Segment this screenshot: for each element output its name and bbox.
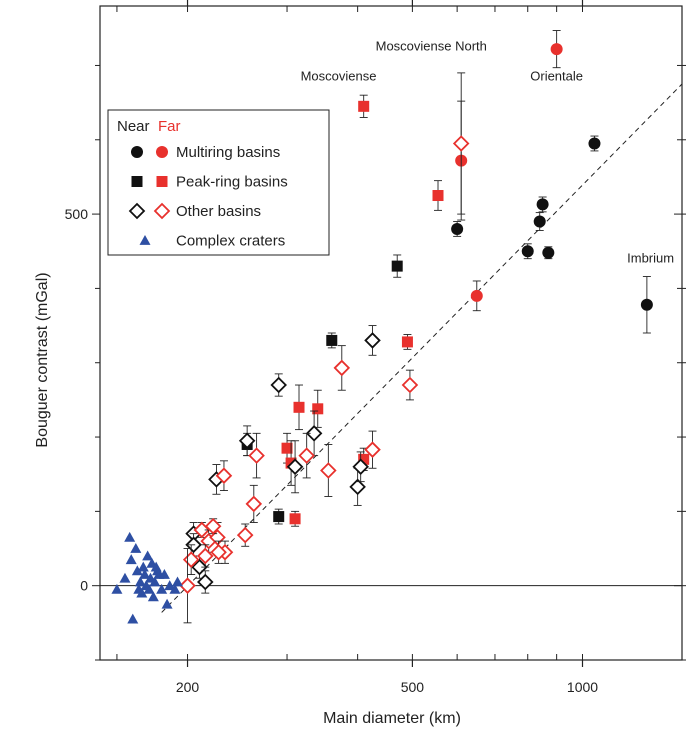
point-peak-ring-far	[432, 190, 444, 202]
x-tick-label: 1000	[567, 679, 598, 695]
point-other-far	[179, 577, 196, 594]
point-other-near	[364, 332, 381, 349]
legend-header-near: Near	[117, 118, 150, 135]
point-other-near	[349, 478, 366, 496]
legend-marker-crater	[139, 235, 151, 245]
point-other-far	[248, 447, 265, 464]
point-other-far	[333, 359, 351, 377]
point-peak-ring-far	[358, 453, 370, 465]
point-peak-ring-near	[273, 511, 285, 523]
legend-entry-label: Multiring basins	[176, 144, 280, 161]
y-tick-label: 0	[80, 578, 88, 594]
point-complex-crater-near	[143, 583, 155, 594]
point-other-far	[364, 441, 381, 458]
point-peak-ring-far	[401, 336, 413, 348]
point-peak-ring-far	[289, 513, 301, 525]
point-peak-ring-far	[312, 403, 324, 415]
point-multiring-near	[542, 246, 555, 259]
point-other-far	[236, 526, 254, 544]
point-complex-crater-near	[149, 576, 161, 587]
point-peak-ring-far	[281, 442, 293, 454]
point-multiring-near	[533, 215, 546, 228]
point-other-near	[197, 573, 214, 591]
point-complex-crater-near	[169, 583, 181, 594]
series-other-near	[185, 325, 381, 594]
series-peak-ring-near	[241, 254, 403, 525]
point-complex-crater-near	[111, 583, 123, 594]
x-tick-label: 500	[401, 679, 425, 695]
annotation-label: Moscoviense	[301, 68, 377, 83]
series-complex-crater-near	[111, 531, 184, 624]
point-complex-crater-near	[130, 543, 142, 553]
x-tick-label: 200	[176, 679, 200, 695]
point-multiring-near	[521, 245, 534, 258]
point-complex-crater-near	[131, 565, 143, 576]
y-tick-label: 500	[65, 206, 89, 222]
point-other-far	[452, 135, 470, 152]
point-other-far	[320, 462, 337, 479]
series-other-far	[179, 72, 470, 624]
legend-marker-square-far	[156, 176, 168, 187]
legend-entry-label: Complex craters	[176, 233, 285, 250]
point-multiring-near	[640, 298, 653, 311]
point-multiring-near	[536, 198, 549, 211]
point-complex-crater-near	[161, 598, 173, 609]
series-multiring-near	[451, 135, 653, 334]
point-complex-crater-near	[147, 591, 159, 602]
point-complex-crater-near	[172, 576, 184, 587]
legend-marker-circle-far	[156, 146, 168, 158]
point-multiring-near	[588, 137, 601, 150]
point-complex-crater-near	[139, 569, 151, 579]
point-peak-ring-far	[293, 401, 305, 413]
point-complex-crater-near	[134, 576, 146, 587]
annotation-label: Orientale	[530, 68, 583, 83]
point-complex-crater-near	[127, 613, 139, 624]
point-other-far	[298, 447, 315, 464]
point-multiring-far	[550, 43, 563, 56]
point-other-near	[286, 458, 304, 476]
point-complex-crater-near	[119, 572, 131, 583]
point-other-near	[305, 425, 323, 442]
legend-marker-diamond-near	[128, 202, 146, 220]
point-complex-crater-near	[158, 569, 170, 579]
annotation-label: Moscoviense North	[376, 39, 487, 54]
point-other-near	[352, 458, 369, 476]
point-peak-ring-near	[326, 334, 338, 346]
point-other-near	[238, 432, 256, 450]
regression-line	[161, 83, 683, 613]
legend-entry-label: Peak-ring basins	[176, 174, 288, 191]
legend-header-far: Far	[158, 118, 181, 135]
point-other-far	[197, 547, 214, 565]
point-complex-crater-near	[164, 580, 176, 591]
plot-frame	[99, 5, 683, 661]
y-axis-title: Bouguer contrast (mGal)	[34, 272, 51, 447]
point-complex-crater-near	[125, 554, 137, 565]
legend-marker-square-near	[131, 176, 143, 187]
point-multiring-near	[451, 222, 464, 235]
point-complex-crater-near	[137, 561, 149, 572]
x-axis-title: Main diameter (km)	[323, 710, 461, 727]
point-complex-crater-near	[156, 583, 168, 594]
point-other-far	[245, 495, 263, 513]
point-complex-crater-near	[136, 587, 148, 598]
point-peak-ring-near	[391, 260, 403, 272]
point-other-far	[215, 467, 233, 484]
point-other-near	[270, 376, 287, 394]
legend-marker-diamond-far	[153, 202, 171, 220]
point-complex-crater-near	[142, 550, 154, 561]
legend-box	[107, 109, 330, 256]
point-other-far	[204, 517, 222, 535]
point-complex-crater-near	[124, 531, 136, 542]
point-multiring-far	[470, 289, 483, 302]
point-other-far	[210, 543, 227, 561]
legend-marker-circle-near	[131, 146, 143, 158]
legend-entry-label: Other basins	[176, 203, 261, 220]
annotation-label: Imbrium	[627, 250, 674, 265]
point-other-far	[401, 376, 419, 394]
point-peak-ring-far	[358, 100, 370, 112]
